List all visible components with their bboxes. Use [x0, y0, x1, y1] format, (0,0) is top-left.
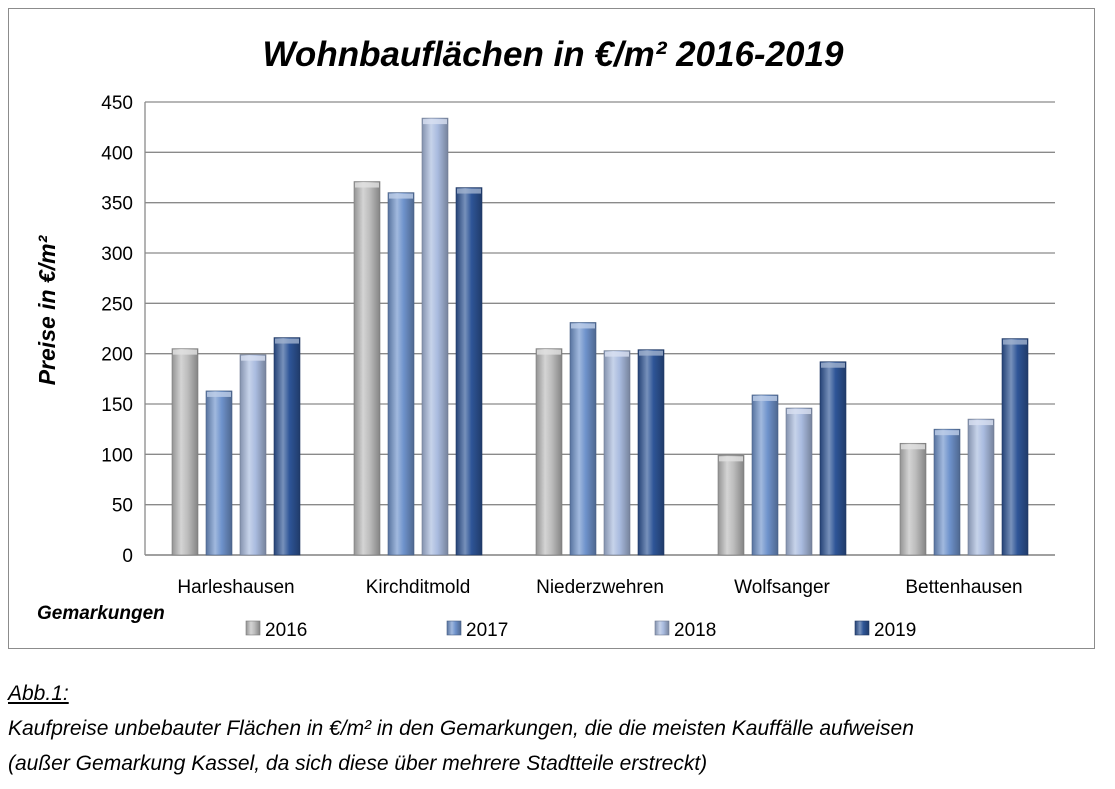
bar-top-wolfsanger-2016: [719, 456, 743, 462]
x-tick-label-kirchditmold: Kirchditmold: [366, 577, 471, 598]
bar-top-bettenhausen-2018: [969, 420, 993, 426]
bar-top-bettenhausen-2017: [935, 430, 959, 436]
bar-niederzwehren-2019: [637, 349, 665, 556]
y-tick-label-150: 150: [101, 395, 133, 416]
bar-top-wolfsanger-2019: [821, 362, 845, 368]
y-tick-label-300: 300: [101, 244, 133, 265]
legend-swatch-2019: [854, 620, 870, 636]
bar-kirchditmold-2016: [353, 181, 381, 556]
caption-line-1: Kaufpreise unbebauter Flächen in €/m² in…: [8, 717, 914, 740]
bar-top-bettenhausen-2019: [1003, 339, 1027, 345]
bar-wolfsanger-2016: [717, 455, 745, 556]
bar-top-niederzwehren-2017: [571, 323, 595, 329]
y-tick-label-0: 0: [122, 546, 133, 567]
x-tick-label-harleshausen: Harleshausen: [177, 577, 294, 598]
bar-bettenhausen-2019: [1001, 338, 1029, 556]
y-tick-label-50: 50: [112, 496, 133, 517]
y-tick-label-350: 350: [101, 194, 133, 215]
bar-wolfsanger-2018: [785, 407, 813, 556]
bar-top-kirchditmold-2016: [355, 182, 379, 188]
y-tick-label-400: 400: [101, 143, 133, 164]
bar-niederzwehren-2016: [535, 348, 563, 556]
bar-kirchditmold-2018: [421, 117, 449, 556]
legend-label-2016: 2016: [265, 620, 307, 641]
bar-top-kirchditmold-2017: [389, 193, 413, 199]
chart-title: Wohnbauflächen in €/m² 2016-2019: [263, 35, 844, 74]
bar-top-kirchditmold-2019: [457, 188, 481, 194]
x-axis-label: Gemarkungen: [37, 603, 165, 624]
caption-line-2: (außer Gemarkung Kassel, da sich diese ü…: [8, 752, 708, 775]
bar-harleshausen-2019: [273, 337, 301, 556]
y-tick-label-450: 450: [101, 93, 133, 114]
bar-top-niederzwehren-2016: [537, 349, 561, 355]
bar-top-harleshausen-2018: [241, 355, 265, 361]
legend-label-2019: 2019: [874, 620, 916, 641]
bar-wolfsanger-2019: [819, 361, 847, 556]
x-tick-label-wolfsanger: Wolfsanger: [734, 577, 830, 598]
y-tick-label-100: 100: [101, 445, 133, 466]
legend-swatch-2016: [245, 620, 261, 636]
bar-top-kirchditmold-2018: [423, 119, 447, 125]
bar-bettenhausen-2017: [933, 428, 961, 556]
y-axis-label: Preise in €/m²: [34, 234, 60, 385]
bar-bettenhausen-2018: [967, 418, 995, 556]
legend-swatch-2018: [654, 620, 670, 636]
bar-top-wolfsanger-2017: [753, 395, 777, 401]
y-tick-label-250: 250: [101, 294, 133, 315]
x-tick-label-bettenhausen: Bettenhausen: [905, 577, 1022, 598]
bar-bettenhausen-2016: [899, 442, 927, 556]
legend-swatch-2017: [446, 620, 462, 636]
bar-chart: Wohnbauflächen in €/m² 2016-2019 0 50 100 15…: [34, 35, 1055, 641]
bar-kirchditmold-2019: [455, 187, 483, 556]
bar-kirchditmold-2017: [387, 192, 415, 556]
bar-top-harleshausen-2019: [275, 338, 299, 344]
bar-top-wolfsanger-2018: [787, 409, 811, 415]
bar-harleshausen-2017: [205, 390, 233, 556]
figure-caption: Abb.1: Kaufpreise unbebauter Flächen in …: [8, 676, 1103, 781]
bar-top-harleshausen-2017: [207, 391, 231, 397]
caption-label: Abb.1:: [8, 682, 69, 705]
bar-wolfsanger-2017: [751, 394, 779, 556]
x-tick-label-niederzwehren: Niederzwehren: [536, 577, 664, 598]
bar-top-niederzwehren-2019: [639, 350, 663, 356]
bar-niederzwehren-2017: [569, 322, 597, 556]
legend-label-2018: 2018: [674, 620, 716, 641]
bar-harleshausen-2016: [171, 348, 199, 556]
bar-top-bettenhausen-2016: [901, 444, 925, 450]
y-tick-label-200: 200: [101, 345, 133, 366]
bar-top-harleshausen-2016: [173, 349, 197, 355]
legend-label-2017: 2017: [466, 620, 508, 641]
bar-niederzwehren-2018: [603, 350, 631, 556]
chart-frame: Wohnbauflächen in €/m² 2016-2019 0 50 100 15…: [8, 8, 1095, 649]
bar-top-niederzwehren-2018: [605, 351, 629, 357]
bar-harleshausen-2018: [239, 354, 267, 556]
